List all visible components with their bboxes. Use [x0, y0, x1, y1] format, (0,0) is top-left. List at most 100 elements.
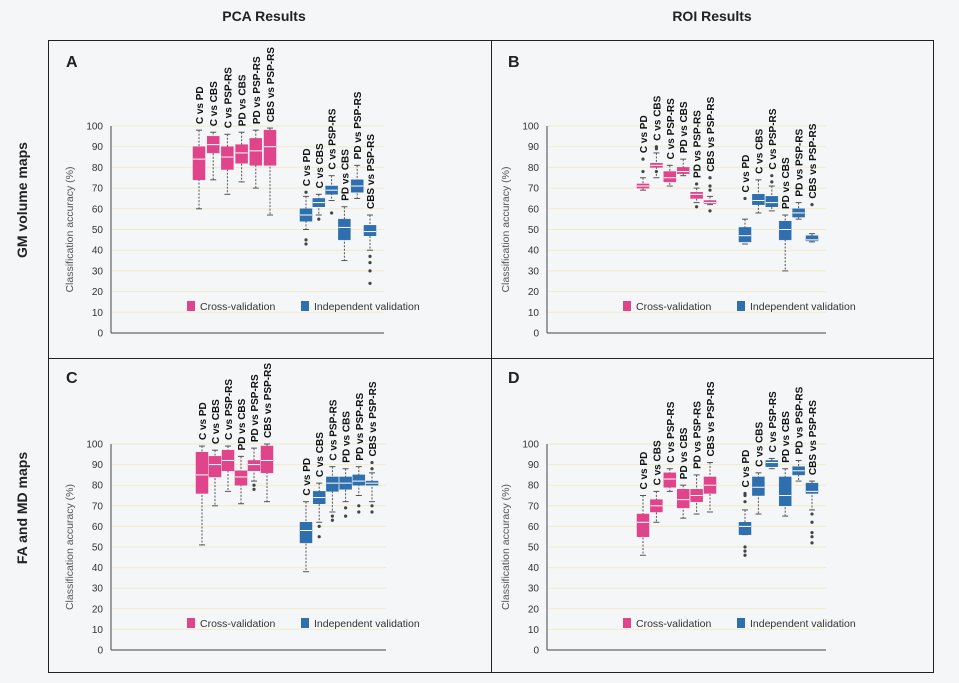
category-label: PD vs PSP-RS	[795, 386, 806, 454]
category-label: C vs CBS	[754, 128, 765, 173]
outlier-point	[344, 514, 348, 518]
outlier-point	[370, 460, 374, 465]
outlier-point	[743, 196, 747, 201]
y-tick-label: 30	[92, 584, 104, 595]
box-c-vs-pd	[738, 522, 752, 535]
outlier-point	[330, 514, 334, 518]
outlier-point	[368, 269, 372, 273]
outlier-point	[743, 500, 747, 504]
legend-swatch	[301, 618, 309, 628]
outlier-point	[317, 535, 321, 539]
chart-panel-b: 0 10 20 30 40 50 60 70 80 90 100 Classification acc…	[500, 95, 856, 340]
outlier-point	[695, 182, 699, 186]
category-label: CBS vs PSP-RS	[263, 363, 274, 438]
y-tick-label: 30	[528, 584, 540, 595]
outlier-point	[810, 541, 814, 545]
category-label: CBS vs PSP-RS	[366, 134, 377, 209]
category-label: PD vs CBS	[340, 149, 351, 201]
category-label: CBS vs PSP-RS	[368, 381, 379, 456]
box-c-vs-pd	[738, 227, 752, 243]
category-label: C vs CBS	[315, 143, 326, 188]
box-c-vs-pd	[299, 522, 313, 544]
box-c-vs-psp-rs	[663, 171, 677, 183]
legend-swatch	[187, 618, 195, 628]
category-label: PD vs PSP-RS	[250, 374, 261, 442]
outlier-point	[770, 174, 774, 178]
y-tick-label: 70	[92, 501, 104, 512]
y-tick-label: 20	[92, 604, 104, 615]
legend-label: Cross-validation	[200, 618, 275, 630]
category-label: C vs CBS	[211, 399, 222, 444]
y-tick-label: 10	[528, 308, 540, 319]
panel-letter-c: C	[66, 370, 78, 387]
chart-panel-a: 0 10 20 30 40 50 60 70 80 90 100 Classification acc…	[64, 47, 420, 340]
outlier-point	[370, 504, 374, 508]
outlier-point	[357, 504, 361, 508]
category-label: C vs PD	[195, 86, 206, 124]
box-c-vs-pd	[636, 513, 650, 537]
chart-panel-d: 0 10 20 30 40 50 60 70 80 90 100 Classification acc…	[500, 381, 856, 656]
box-pd-vs-cbs	[338, 218, 351, 241]
y-tick-label: 70	[528, 501, 540, 512]
box-cbs-vs-psp-rs	[805, 482, 819, 494]
outlier-point	[708, 184, 712, 188]
category-label: CBS vs PSP-RS	[808, 400, 819, 475]
y-tick-label: 50	[92, 225, 104, 236]
legend-swatch	[187, 301, 195, 311]
y-tick-label: 50	[528, 225, 540, 236]
box-pd-vs-cbs	[778, 220, 792, 241]
box-pd-vs-cbs	[676, 167, 690, 174]
y-tick-label: 40	[92, 563, 104, 574]
y-tick-label: 90	[92, 142, 104, 153]
legend-label: Independent validation	[314, 618, 420, 630]
box-cbs-vs-psp-rs	[363, 225, 377, 236]
legend-swatch	[737, 618, 745, 628]
category-label: C vs PSP-RS	[328, 108, 339, 169]
category-label: C vs PSP-RS	[666, 98, 677, 159]
category-label: C vs PD	[302, 458, 313, 496]
legend-label: Cross-validation	[636, 301, 711, 313]
y-axis-label: Classification accuracy (%)	[64, 166, 76, 292]
y-tick-label: 60	[92, 522, 104, 533]
box-pd-vs-cbs	[235, 144, 248, 164]
y-tick-label: 80	[528, 481, 540, 492]
col-header-pca: PCA Results	[222, 8, 306, 24]
outlier-point	[708, 176, 712, 180]
category-label: C vs PD	[198, 402, 209, 440]
box-c-vs-cbs	[752, 476, 765, 496]
box-c-vs-psp-rs	[765, 196, 779, 207]
outlier-point	[743, 491, 747, 496]
y-tick-label: 20	[92, 287, 104, 298]
y-tick-label: 40	[528, 563, 540, 574]
col-header-roi: ROI Results	[672, 8, 752, 24]
panel-letter-a: A	[66, 54, 78, 71]
y-tick-label: 40	[92, 246, 104, 257]
outlier-point	[252, 487, 256, 491]
legend-swatch	[737, 301, 745, 311]
category-label: PD vs CBS	[342, 411, 353, 463]
category-label: PD vs CBS	[237, 398, 248, 450]
y-tick-label: 30	[92, 266, 104, 277]
y-tick-label: 0	[97, 329, 103, 340]
category-label: PD vs PSP-RS	[355, 393, 366, 461]
panel-frame-d	[491, 358, 934, 673]
y-axis-label: Classification accuracy (%)	[500, 166, 512, 292]
outlier-point	[368, 261, 372, 265]
y-tick-label: 50	[92, 543, 104, 554]
box-cbs-vs-psp-rs	[805, 235, 819, 242]
box-pd-vs-cbs	[778, 476, 792, 507]
outlier-point	[810, 520, 814, 524]
outlier-point	[317, 217, 321, 221]
category-label: C vs PD	[741, 450, 752, 488]
box-pd-vs-cbs	[234, 470, 248, 486]
outlier-point	[641, 169, 645, 174]
box-pd-vs-psp-rs	[352, 474, 366, 486]
category-label: C vs PSP-RS	[328, 399, 339, 460]
category-label: C vs CBS	[652, 95, 663, 140]
category-label: PD vs CBS	[781, 411, 792, 463]
y-tick-label: 20	[528, 287, 540, 298]
outlier-point	[641, 157, 645, 161]
y-tick-label: 0	[533, 329, 539, 340]
y-tick-label: 0	[97, 646, 103, 657]
